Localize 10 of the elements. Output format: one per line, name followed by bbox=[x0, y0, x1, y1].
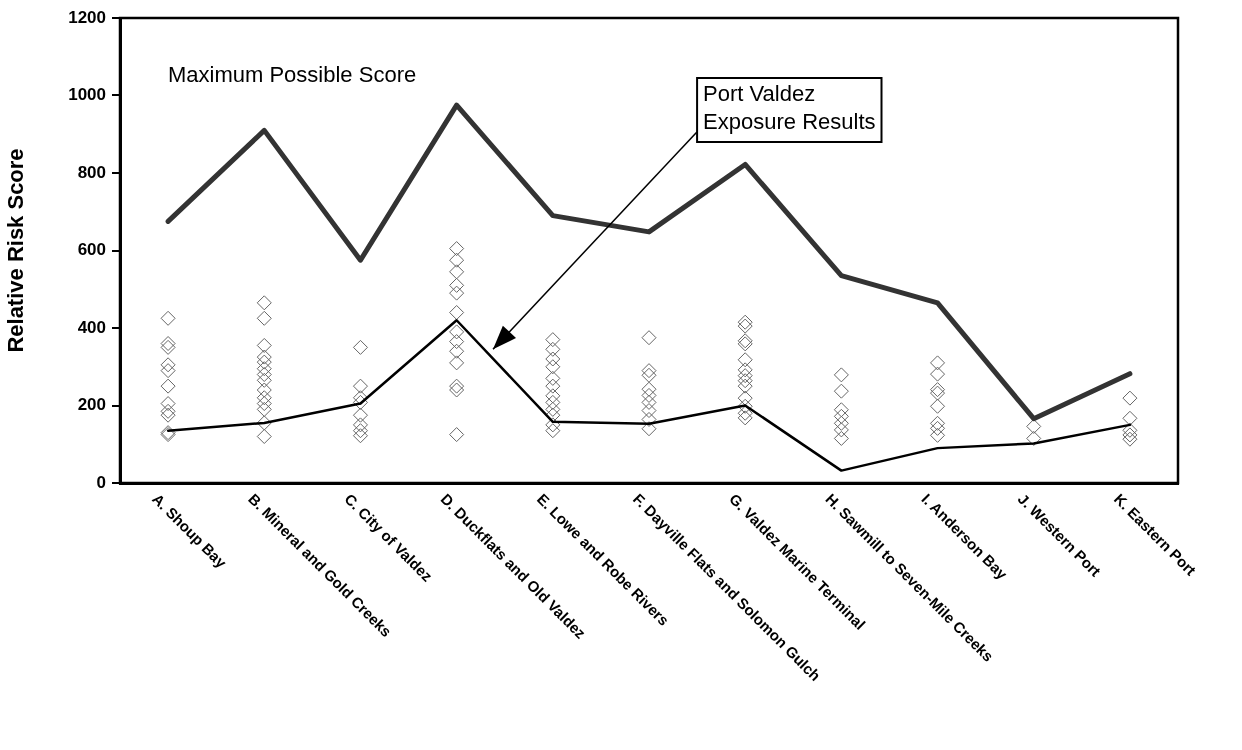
y-tick-label: 0 bbox=[96, 472, 106, 492]
annotation: Maximum Possible Score bbox=[168, 62, 417, 88]
annotation: Port Valdez Exposure Results bbox=[703, 81, 876, 135]
y-axis-title: Relative Risk Score bbox=[3, 148, 29, 353]
y-tick-label: 800 bbox=[77, 162, 106, 182]
y-tick-label: 600 bbox=[77, 240, 106, 260]
y-tick-label: 1200 bbox=[68, 7, 106, 27]
y-tick-label: 200 bbox=[77, 395, 106, 415]
y-tick-label: 400 bbox=[77, 317, 106, 337]
y-tick-label: 1000 bbox=[68, 85, 106, 105]
